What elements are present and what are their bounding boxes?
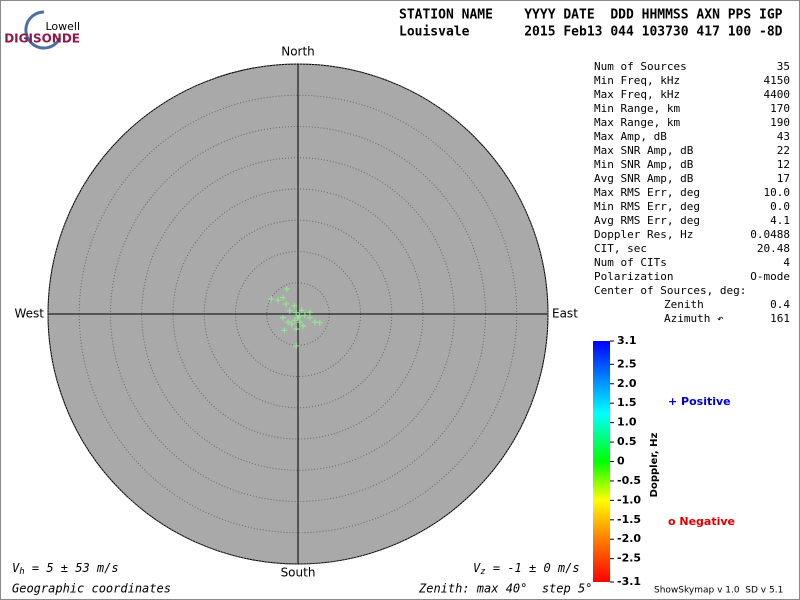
stat-label: Max Freq, kHz — [594, 88, 680, 101]
colorbar-tick-label: 3.1 — [617, 334, 637, 347]
source-point — [301, 312, 308, 319]
stat-label: Avg RMS Err, deg — [594, 214, 700, 227]
source-point — [306, 314, 313, 321]
stat-value: 22 — [777, 144, 790, 157]
direction-label: East — [552, 307, 578, 321]
stat-value: 4 — [783, 256, 790, 269]
stat-label: CIT, sec — [594, 242, 647, 255]
source-point — [283, 286, 290, 292]
stat-value: 17 — [777, 172, 790, 185]
source-point — [296, 312, 303, 319]
stat-value: 10.0 — [764, 186, 791, 199]
source-point — [285, 319, 291, 326]
center-label: Azimuth ↶ — [664, 312, 724, 325]
colorbar-tick-label: -3.1 — [617, 575, 641, 588]
direction-label: North — [281, 45, 315, 59]
colorbar-tick-label: 1.5 — [617, 396, 637, 409]
colorbar-tick-label: -0.5 — [617, 474, 641, 487]
source-point — [281, 327, 288, 334]
source-point — [283, 301, 290, 307]
skymap: North South West East — [14, 45, 578, 580]
legend-entry: o Negative — [668, 515, 735, 528]
colorbar-tick-label: -1.0 — [617, 493, 641, 506]
colorbar-tick-label: 2.0 — [617, 377, 637, 390]
source-point — [311, 319, 318, 326]
source-point — [300, 322, 306, 329]
center-value: 161 — [770, 312, 790, 325]
source-point — [296, 319, 303, 326]
stat-value: 4150 — [764, 74, 791, 87]
stat-value: 0.0488 — [750, 228, 790, 241]
stat-label: Min Freq, kHz — [594, 74, 680, 87]
colorbar-tick-label: -2.0 — [617, 532, 641, 545]
logo-bottom: DIGISONDE — [4, 32, 80, 46]
center-value: 0.4 — [770, 298, 790, 311]
stat-value: 43 — [777, 130, 790, 143]
header-line: Louisvale 2015 Feb13 044 103730 417 100 … — [399, 25, 783, 40]
direction-label: South — [281, 566, 316, 580]
stat-label: Num of Sources — [594, 60, 687, 73]
stat-value: 170 — [770, 102, 790, 115]
direction-label: West — [14, 307, 44, 321]
colorbar-label: Doppler, Hz — [649, 433, 660, 498]
stat-value: 35 — [777, 60, 790, 73]
source-point — [298, 307, 305, 314]
source-point — [268, 296, 275, 302]
source-point — [275, 297, 281, 304]
colorbar-tick-label: 2.5 — [617, 357, 637, 370]
colorbar-tick-label: -1.5 — [617, 513, 641, 526]
legend-entry: + Positive — [668, 395, 731, 408]
source-point — [293, 326, 300, 332]
colorbar-tick-label: -2.5 — [617, 552, 641, 565]
stat-label: Min SNR Amp, dB — [594, 158, 694, 171]
source-point — [280, 314, 286, 321]
stat-value: 190 — [770, 116, 790, 129]
stat-value: 0.0 — [770, 200, 790, 213]
stats: Num of Sources 35 Min Freq, kHz 4150 Max Fre… — [594, 60, 790, 325]
source-point — [286, 307, 293, 314]
source-point — [316, 319, 323, 326]
stat-label: Min Range, km — [594, 102, 680, 115]
source-point — [306, 309, 313, 316]
source-point — [288, 321, 295, 327]
zenith-note: Zenith: max 40° step 5° — [418, 582, 592, 596]
stat-value: 4400 — [764, 88, 791, 101]
stat-value: O-mode — [750, 270, 790, 283]
coords-note: Geographic coordinates — [12, 582, 171, 596]
stat-label: Max Amp, dB — [594, 130, 667, 143]
source-point — [291, 317, 298, 324]
stat-label: Num of CITs — [594, 256, 667, 269]
vh: Vh = 5 ± 53 m/s — [12, 561, 119, 577]
stat-value: 12 — [777, 158, 790, 171]
center-label: Zenith — [664, 298, 704, 311]
colorbar-tick-label: 0.5 — [617, 435, 637, 448]
stat-label: Polarization — [594, 270, 673, 283]
stat-value: 20.48 — [757, 242, 790, 255]
stat-value: 4.1 — [770, 214, 790, 227]
header-line: STATION NAME YYYY DATE DDD HHMMSS AXN PP… — [399, 8, 783, 23]
colorbar-tick-label: 0 — [617, 455, 625, 468]
vz: Vz = -1 ± 0 m/s — [473, 561, 580, 577]
source-point — [293, 342, 300, 349]
source-point — [280, 294, 286, 301]
logo-top: Lowell — [45, 20, 80, 33]
stat-label: Avg SNR Amp, dB — [594, 172, 694, 185]
stat-label: Max Range, km — [594, 116, 680, 129]
stat-label: Max RMS Err, deg — [594, 186, 700, 199]
colorbar-axis: 3.1 2.5 2.0 1.5 1.0 0.5 0 -0.5 -1.0 -1.5 -2.0 -2.5 -… — [610, 334, 735, 588]
colorbar-tick-label: 1.0 — [617, 416, 637, 429]
source-point — [291, 302, 298, 309]
stat-label: Doppler Res, Hz — [594, 228, 693, 241]
stat-label: Max SNR Amp, dB — [594, 144, 694, 157]
stat-label: Min RMS Err, deg — [594, 200, 700, 213]
colorbar — [593, 341, 610, 582]
source-point — [293, 309, 300, 316]
version: ShowSkymap v 1.0 SD v 5.1 — [654, 586, 783, 596]
logo-arc — [24, 10, 62, 50]
center-title: Center of Sources, deg: — [594, 284, 746, 297]
